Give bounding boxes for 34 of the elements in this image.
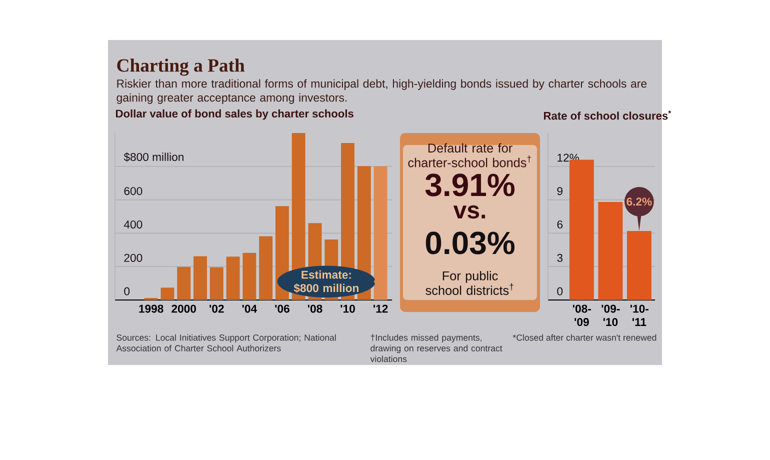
y-tick-label: 9 xyxy=(557,187,562,196)
text: 0.03% xyxy=(426,232,515,254)
text: Default rate for charter-school bonds$^{†}$ xyxy=(408,143,532,168)
chart-title: Rate of school closures$^{*}$ xyxy=(544,110,672,120)
x-tick-label: '04 xyxy=(242,304,258,313)
text: vs. xyxy=(453,205,486,219)
x-tick-label: '06 xyxy=(275,304,290,313)
y-tick-label: 6 xyxy=(557,220,563,228)
y-tick-label: 400 xyxy=(124,220,142,228)
x-tick-label: 1998 xyxy=(139,304,164,313)
text: For public school districts$^{†}$ xyxy=(426,271,514,295)
y-tick-label: 0 xyxy=(124,287,130,296)
annotation: Estimate: $800 million xyxy=(294,270,358,293)
text: †Includes missed payments, drawing on reserves and contract violations xyxy=(370,334,502,362)
x-tick-label: '02 xyxy=(210,304,224,313)
x-tick-label: '10-'11 xyxy=(630,304,648,326)
text: *Closed after charter wasn't renewed xyxy=(512,334,656,341)
y-tick-label: 200 xyxy=(124,254,142,262)
chart-title: Dollar value of bond sales by charter schools xyxy=(116,109,354,120)
x-tick-label: '12 xyxy=(373,304,388,313)
x-tick-label: '08 xyxy=(308,304,322,313)
y-tick-label: $800 million xyxy=(124,152,184,162)
text: Charting a Path xyxy=(117,58,245,76)
text: 3.91% xyxy=(425,174,515,196)
y-tick-label: 0 xyxy=(557,287,563,296)
text: Riskier than more traditional forms of municipal debt, high-yielding bonds issued by charter schools are gaining greater acceptance among investors. xyxy=(116,79,647,104)
y-tick-label: 600 xyxy=(124,187,142,196)
x-tick-label: 2000 xyxy=(172,304,196,313)
y-tick-label: 3 xyxy=(557,254,563,262)
x-tick-label: '10 xyxy=(340,304,355,313)
data-label: 6.2% xyxy=(626,198,652,206)
x-tick-label: '08-'09 xyxy=(572,304,591,326)
x-tick-label: '09-'10 xyxy=(602,304,620,326)
source-note: Sources: Local Initiatives Support Corporation; National Association of Charter School Authorizers xyxy=(116,334,336,352)
